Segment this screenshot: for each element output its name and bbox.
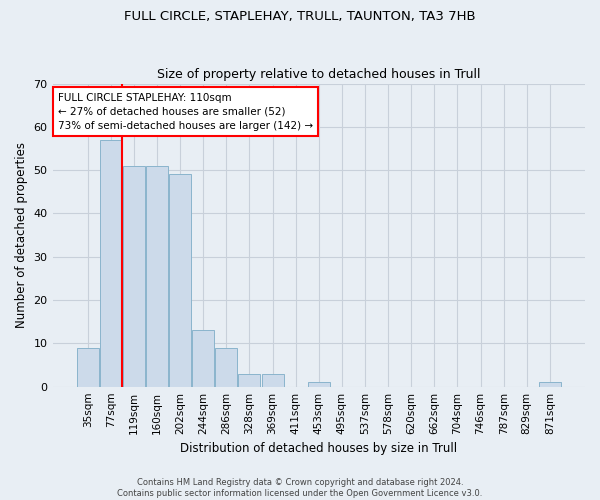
Text: FULL CIRCLE, STAPLEHAY, TRULL, TAUNTON, TA3 7HB: FULL CIRCLE, STAPLEHAY, TRULL, TAUNTON, … xyxy=(124,10,476,23)
X-axis label: Distribution of detached houses by size in Trull: Distribution of detached houses by size … xyxy=(180,442,457,455)
Bar xyxy=(123,166,145,386)
Bar xyxy=(146,166,168,386)
Y-axis label: Number of detached properties: Number of detached properties xyxy=(15,142,28,328)
Bar xyxy=(539,382,561,386)
Bar xyxy=(215,348,238,387)
Bar xyxy=(262,374,284,386)
Bar xyxy=(238,374,260,386)
Bar xyxy=(100,140,122,386)
Text: Contains HM Land Registry data © Crown copyright and database right 2024.
Contai: Contains HM Land Registry data © Crown c… xyxy=(118,478,482,498)
Title: Size of property relative to detached houses in Trull: Size of property relative to detached ho… xyxy=(157,68,481,81)
Bar xyxy=(77,348,98,387)
Bar xyxy=(192,330,214,386)
Text: FULL CIRCLE STAPLEHAY: 110sqm
← 27% of detached houses are smaller (52)
73% of s: FULL CIRCLE STAPLEHAY: 110sqm ← 27% of d… xyxy=(58,92,313,130)
Bar xyxy=(308,382,330,386)
Bar xyxy=(169,174,191,386)
